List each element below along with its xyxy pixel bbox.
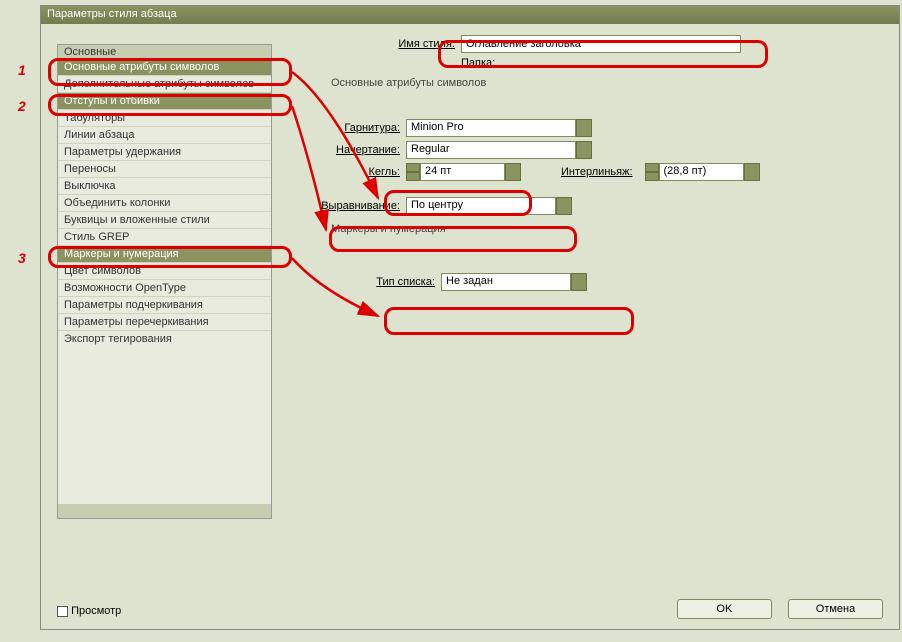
sidebar-item[interactable]: Параметры перечеркивания xyxy=(58,313,271,330)
style-name-input[interactable] xyxy=(461,35,741,53)
sidebar-item[interactable]: Возможности OpenType xyxy=(58,279,271,296)
list-select[interactable]: Не задан xyxy=(441,273,571,291)
sidebar-head: Основные xyxy=(58,45,271,59)
sidebar-item[interactable]: Табуляторы xyxy=(58,109,271,126)
sidebar-item[interactable]: Основные атрибуты символов xyxy=(58,59,271,75)
list-label: Тип списка: xyxy=(371,276,441,288)
sidebar-item[interactable]: Параметры подчеркивания xyxy=(58,296,271,313)
size-select-btn[interactable] xyxy=(505,163,521,181)
size-select[interactable]: 24 пт xyxy=(420,163,505,181)
ok-button[interactable]: OK xyxy=(677,599,772,619)
align-select-btn[interactable] xyxy=(556,197,572,215)
sidebar-list: Основные атрибуты символовДополнительные… xyxy=(58,59,271,504)
leading-down[interactable] xyxy=(645,172,659,181)
sidebar-item[interactable]: Цвет символов xyxy=(58,262,271,279)
size-down[interactable] xyxy=(406,172,420,181)
annot-3: 3 xyxy=(18,250,26,266)
style-name-label: Имя стиля: xyxy=(391,38,461,50)
sidebar-item[interactable]: Объединить колонки xyxy=(58,194,271,211)
preview-label: Просмотр xyxy=(71,605,121,617)
face-label: Начертание: xyxy=(331,144,406,156)
face-select-btn[interactable] xyxy=(576,141,592,159)
font-select-btn[interactable] xyxy=(576,119,592,137)
list-select-btn[interactable] xyxy=(571,273,587,291)
sidebar-item[interactable]: Дополнительные атрибуты символов xyxy=(58,75,271,92)
leading-label: Интерлиньяж: xyxy=(561,166,639,178)
titlebar: Параметры стиля абзаца xyxy=(41,6,899,24)
align-select[interactable]: По центру xyxy=(406,197,556,215)
leading-select-btn[interactable] xyxy=(744,163,760,181)
leading-select[interactable]: (28,8 пт) xyxy=(659,163,744,181)
face-select[interactable]: Regular xyxy=(406,141,576,159)
sidebar-item[interactable]: Выключка xyxy=(58,177,271,194)
section-markers: Маркеры и нумерация xyxy=(331,223,889,235)
section-basic: Основные атрибуты символов xyxy=(331,77,889,89)
folder-label: Папка: xyxy=(461,57,501,69)
sidebar-item[interactable]: Буквицы и вложенные стили xyxy=(58,211,271,228)
annot-1: 1 xyxy=(18,62,26,78)
font-select[interactable]: Minion Pro xyxy=(406,119,576,137)
sidebar-foot xyxy=(58,504,271,518)
dialog-frame: Параметры стиля абзаца Основные Основные… xyxy=(40,5,900,630)
sidebar-item[interactable]: Параметры удержания xyxy=(58,143,271,160)
content: Имя стиля: Папка: Основные атрибуты симв… xyxy=(291,31,889,295)
size-label: Кегль: xyxy=(331,166,406,178)
align-label: Выравнивание: xyxy=(313,200,406,212)
cancel-button[interactable]: Отмена xyxy=(788,599,883,619)
annot-2: 2 xyxy=(18,98,26,114)
checkbox-icon xyxy=(57,606,68,617)
sidebar-item[interactable]: Маркеры и нумерация xyxy=(58,245,271,262)
sidebar-item[interactable]: Стиль GREP xyxy=(58,228,271,245)
preview-check[interactable]: Просмотр xyxy=(57,605,121,617)
sidebar: Основные Основные атрибуты символовДопол… xyxy=(57,44,272,519)
size-up[interactable] xyxy=(406,163,420,172)
sidebar-item[interactable]: Переносы xyxy=(58,160,271,177)
font-label: Гарнитура: xyxy=(331,122,406,134)
sidebar-item[interactable]: Экспорт тегирования xyxy=(58,330,271,347)
sidebar-item[interactable]: Линии абзаца xyxy=(58,126,271,143)
sidebar-item[interactable]: Отступы и отбивки xyxy=(58,92,271,109)
leading-up[interactable] xyxy=(645,163,659,172)
